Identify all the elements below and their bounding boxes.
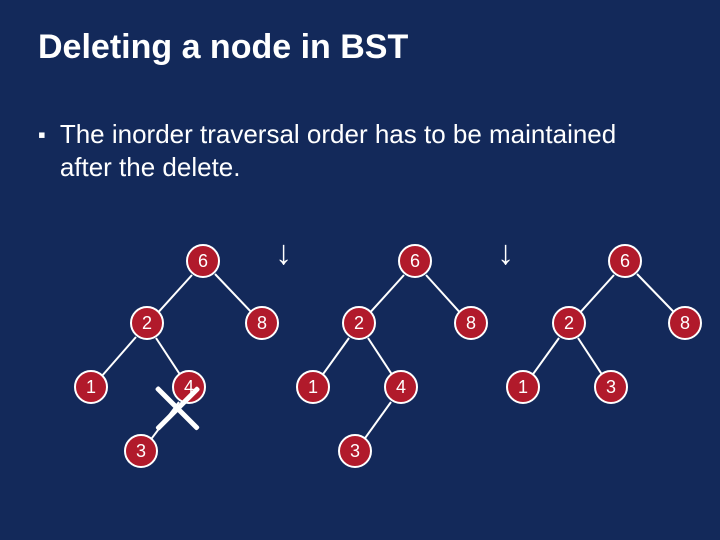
tree-edge bbox=[580, 274, 615, 312]
tree-node: 3 bbox=[338, 434, 372, 468]
tree-node: 6 bbox=[186, 244, 220, 278]
tree-edge bbox=[101, 336, 136, 376]
tree-node: 1 bbox=[74, 370, 108, 404]
tree-node: 1 bbox=[506, 370, 540, 404]
bullet-text: The inorder traversal order has to be ma… bbox=[60, 118, 660, 183]
tree-edge bbox=[322, 337, 350, 375]
delete-cross-icon bbox=[157, 387, 199, 429]
tree-node: 6 bbox=[398, 244, 432, 278]
tree-edge bbox=[158, 274, 193, 312]
arrow-down-icon: ↓ bbox=[275, 234, 292, 273]
tree-edge bbox=[577, 338, 602, 375]
tree-edge bbox=[364, 401, 392, 439]
tree-edge bbox=[426, 274, 461, 312]
tree-edge bbox=[367, 338, 392, 375]
diagram-stage: 62814362814362813↓↓ bbox=[0, 220, 720, 520]
tree-node: 8 bbox=[454, 306, 488, 340]
tree-node: 4 bbox=[384, 370, 418, 404]
tree-edge bbox=[155, 338, 180, 375]
page-title: Deleting a node in BST bbox=[38, 28, 408, 67]
tree-node: 8 bbox=[668, 306, 702, 340]
tree-node: 1 bbox=[296, 370, 330, 404]
tree-node: 2 bbox=[342, 306, 376, 340]
tree-edge bbox=[214, 274, 251, 313]
tree-node: 8 bbox=[245, 306, 279, 340]
tree-edge bbox=[636, 274, 674, 313]
tree-node: 2 bbox=[130, 306, 164, 340]
tree-node: 3 bbox=[594, 370, 628, 404]
arrow-down-icon: ↓ bbox=[497, 234, 514, 273]
tree-node: 2 bbox=[552, 306, 586, 340]
tree-edge bbox=[370, 274, 405, 312]
tree-node: 3 bbox=[124, 434, 158, 468]
bullet-marker: ▪ bbox=[38, 122, 46, 148]
bullet-block: ▪ The inorder traversal order has to be … bbox=[38, 118, 660, 183]
tree-node: 6 bbox=[608, 244, 642, 278]
tree-edge bbox=[532, 337, 560, 375]
